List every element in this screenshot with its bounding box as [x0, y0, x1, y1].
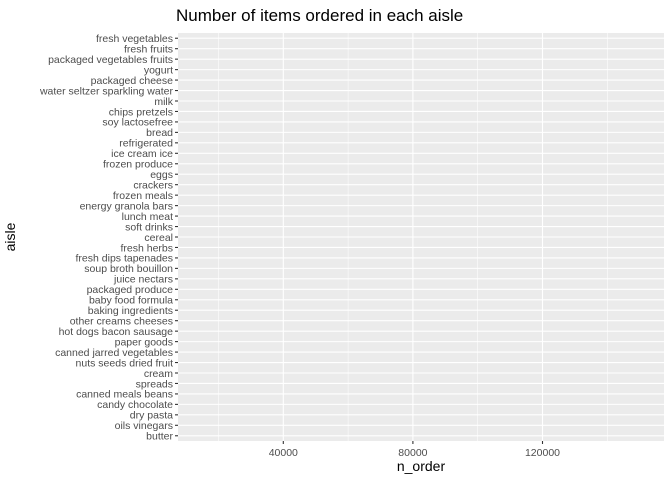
y-tick-label: dry pasta [130, 410, 173, 422]
y-tick-label: yogurt [144, 64, 173, 76]
y-tick-label: fresh vegetables [96, 33, 173, 45]
x-tick-label: 120000 [525, 447, 560, 459]
y-tick-label: packaged produce [87, 284, 174, 296]
y-tick-label: fresh herbs [120, 242, 173, 254]
y-tick-label: soup broth bouillon [84, 263, 173, 275]
y-tick-label: hot dogs bacon sausage [59, 326, 174, 338]
y-tick-label: milk [154, 96, 173, 108]
y-tick-label: crackers [133, 179, 173, 191]
y-tick-label: butter [146, 431, 173, 443]
y-axis-title: aisle [2, 222, 18, 251]
y-tick-label: soft drinks [125, 221, 173, 233]
y-tick-label: packaged vegetables fruits [48, 54, 173, 66]
y-tick-label: baby food formula [89, 295, 173, 307]
x-tick-label: 40000 [269, 447, 298, 459]
y-tick-label: canned meals beans [76, 389, 173, 401]
y-tick-label: fresh dips tapenades [76, 253, 173, 265]
chart-title: Number of items ordered in each aisle [176, 6, 463, 25]
y-tick-label: packaged cheese [91, 75, 173, 87]
x-tick-label: 80000 [398, 447, 427, 459]
y-tick-label: cereal [144, 232, 173, 244]
x-axis: 40000 80000 120000 [269, 441, 560, 459]
y-tick-label: soy lactosefree [102, 117, 173, 129]
y-tick-label: cream [144, 368, 173, 380]
y-tick-label: chips pretzels [109, 106, 173, 118]
y-tick-label: water seltzer sparkling water [39, 85, 174, 97]
y-tick-label: frozen produce [103, 159, 173, 171]
y-tick-label: refrigerated [119, 138, 173, 150]
y-tick-label: oils vinegars [115, 420, 173, 432]
y-tick-label: lunch meat [122, 211, 173, 223]
gridlines [178, 33, 664, 441]
y-tick-label: bread [146, 127, 173, 139]
y-tick-label: frozen meals [113, 190, 173, 202]
y-tick-label: ice cream ice [111, 148, 173, 160]
x-axis-title: n_order [397, 458, 446, 474]
y-tick-label: other creams cheeses [70, 315, 173, 327]
y-tick-label: fresh fruits [124, 43, 173, 55]
y-tick-label: baking ingredients [88, 305, 173, 317]
y-tick-label: spreads [136, 378, 173, 390]
y-tick-label: paper goods [115, 336, 173, 348]
y-tick-label: candy chocolate [97, 399, 173, 411]
y-tick-label: eggs [150, 169, 173, 181]
y-tick-label: energy granola bars [80, 200, 173, 212]
y-tick-label: nuts seeds dried fruit [76, 357, 174, 369]
y-tick-label: juice nectars [113, 274, 173, 286]
y-tick-label: canned jarred vegetables [55, 347, 173, 359]
